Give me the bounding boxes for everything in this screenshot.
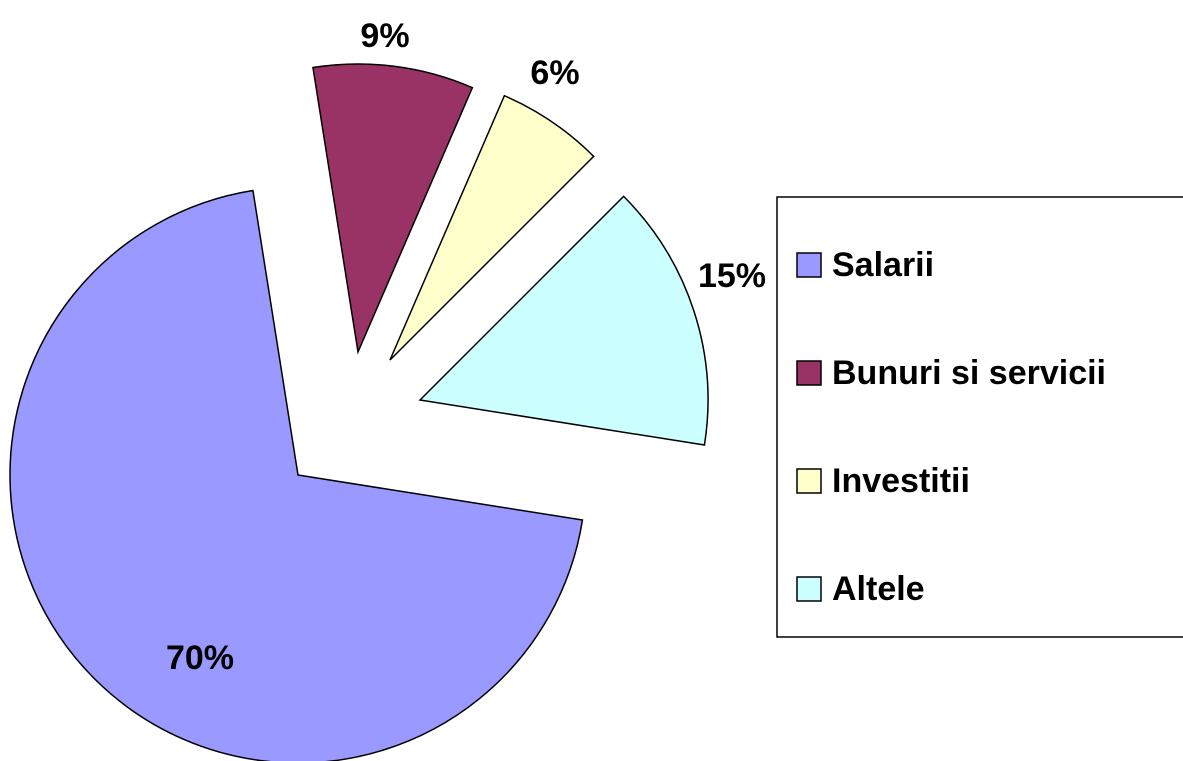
legend-label: Altele: [832, 570, 925, 608]
data-label: 70%: [166, 639, 234, 677]
legend-swatch: [796, 576, 822, 602]
legend-swatch: [796, 468, 822, 494]
pie-slice: [9, 189, 584, 761]
legend-label: Salarii: [832, 246, 934, 284]
data-label: 9%: [360, 17, 409, 55]
pie-slice: [418, 195, 709, 446]
legend-swatch: [796, 252, 822, 278]
pie-slice: [389, 94, 595, 361]
pie-slice: [312, 63, 474, 355]
legend-swatch: [796, 360, 822, 386]
data-label: 15%: [698, 257, 766, 295]
data-label: 6%: [530, 54, 579, 92]
legend-label: Bunuri si servicii: [832, 354, 1106, 392]
legend-label: Investitii: [832, 462, 970, 500]
legend-box: [776, 196, 1183, 638]
